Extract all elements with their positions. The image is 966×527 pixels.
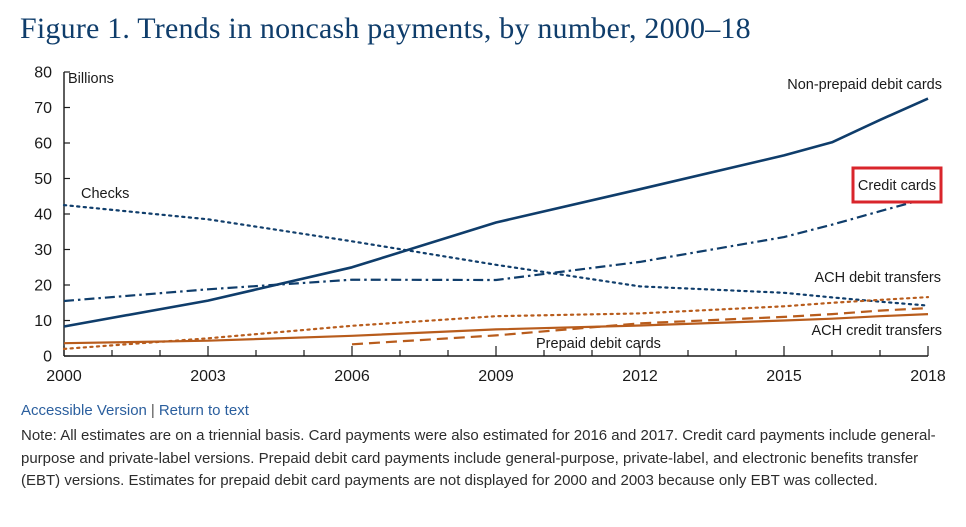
series-label-checks: Checks xyxy=(81,186,129,202)
series-line-ach-credit-transfers xyxy=(63,313,929,345)
x-tick-label: 2018 xyxy=(910,368,946,385)
chart-links: Accessible Version | Return to text xyxy=(21,402,249,419)
y-tick-label: 40 xyxy=(34,207,52,224)
series-line-credit-cards xyxy=(63,196,929,303)
series-label-prepaid-debit-cards: Prepaid debit cards xyxy=(536,336,661,352)
y-tick-label: 60 xyxy=(34,136,52,153)
x-tick-label: 2012 xyxy=(622,368,658,385)
return-to-text-link[interactable]: Return to text xyxy=(158,402,249,419)
chart-title: Figure 1. Trends in noncash payments, by… xyxy=(20,12,751,45)
y-tick-label: 0 xyxy=(43,349,52,366)
x-tick-label: 2009 xyxy=(478,368,514,385)
y-tick-label: 50 xyxy=(34,171,52,188)
series-label-ach-credit-transfers: ACH credit transfers xyxy=(811,323,942,339)
accessible-version-link[interactable]: Accessible Version xyxy=(21,402,147,419)
y-tick-label: 80 xyxy=(34,65,52,82)
series-label-ach-debit-transfers: ACH debit transfers xyxy=(814,270,941,286)
x-tick-label: 2015 xyxy=(766,368,802,385)
chart-axes: 0 10 20 30 40 50 60 70 80 Billions 2000 2003 2006 200… xyxy=(34,65,946,386)
y-tick-label: 30 xyxy=(34,242,52,259)
chart-series xyxy=(62,97,930,350)
y-tick-label: 70 xyxy=(34,100,52,117)
series-label-non-prepaid-debit-cards: Non-prepaid debit cards xyxy=(787,77,942,93)
link-separator: | xyxy=(150,402,155,419)
line-chart: 0 10 20 30 40 50 60 70 80 Billions 2000 2003 2006 200… xyxy=(34,65,946,386)
chart-series-labels: Non-prepaid debit cards Credit cards Check… xyxy=(81,77,943,352)
series-label-credit-cards: Credit cards xyxy=(858,178,936,194)
x-tick-label: 2003 xyxy=(190,368,226,385)
x-tick-label: 2000 xyxy=(46,368,82,385)
credit-cards-highlight-box xyxy=(851,166,943,204)
chart-note: Note: All estimates are on a triennial b… xyxy=(21,427,936,489)
y-tick-label: 20 xyxy=(34,278,52,295)
y-tick-label: 10 xyxy=(34,313,52,330)
series-line-ach-debit-transfers xyxy=(62,296,930,350)
x-tick-label: 2006 xyxy=(334,368,370,385)
series-line-non-prepaid-debit-cards xyxy=(63,97,929,328)
series-line-prepaid-debit-cards xyxy=(351,307,929,346)
y-axis-unit-label: Billions xyxy=(68,71,114,87)
